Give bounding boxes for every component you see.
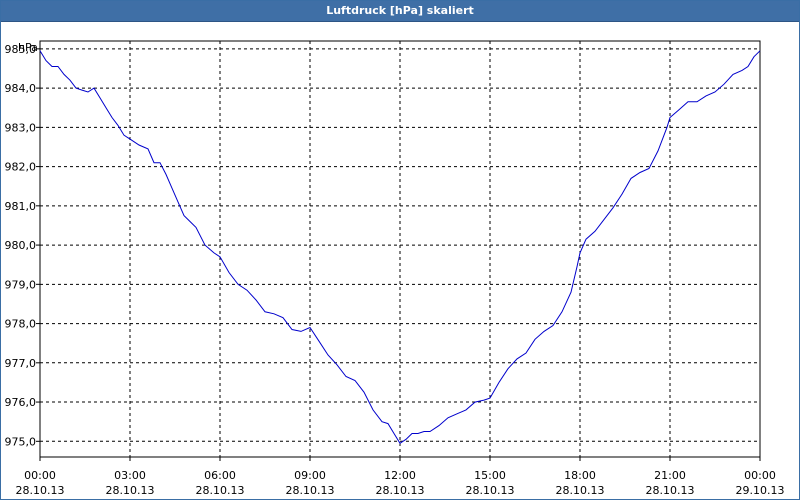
x-tick-time-label: 00:00: [744, 469, 776, 482]
window-title: Luftdruck [hPa] skaliert: [1, 1, 799, 22]
y-tick-label: 980,0: [5, 239, 37, 252]
y-tick-label: 983,0: [5, 121, 37, 134]
x-tick-date-label: 28.10.13: [106, 484, 155, 497]
x-tick-time-label: 09:00: [294, 469, 326, 482]
y-tick-label: 976,0: [5, 396, 37, 409]
x-tick-date-label: 28.10.13: [16, 484, 65, 497]
x-tick-time-label: 03:00: [114, 469, 146, 482]
grid-lines: [39, 41, 761, 457]
x-tick-date-label: 28.10.13: [646, 484, 695, 497]
x-tick-date-label: 29.10.13: [736, 484, 785, 497]
x-tick-time-label: 12:00: [384, 469, 416, 482]
x-tick-date-label: 28.10.13: [556, 484, 605, 497]
y-tick-label: 984,0: [5, 82, 37, 95]
x-tick-time-label: 18:00: [564, 469, 596, 482]
x-tick-date-label: 28.10.13: [196, 484, 245, 497]
x-tick-time-label: 06:00: [204, 469, 236, 482]
y-axis-label: hPa: [18, 41, 38, 54]
x-tick-time-label: 00:00: [24, 469, 56, 482]
y-tick-label: 982,0: [5, 161, 37, 174]
y-axis-ticks: 975,0 976,0 977,0 978,0 979,0 980,0 981,0 982,0…: [5, 43, 40, 448]
x-tick-time-label: 15:00: [474, 469, 506, 482]
series-line: [39, 50, 761, 445]
x-tick-date-label: 28.10.13: [376, 484, 425, 497]
y-tick-label: 979,0: [5, 278, 37, 291]
x-tick-time-label: 21:00: [654, 469, 686, 482]
y-tick-label: 977,0: [5, 357, 37, 370]
y-tick-label: 981,0: [5, 200, 37, 213]
x-tick-date-label: 28.10.13: [466, 484, 515, 497]
x-axis-ticks: 00:00 28.10.13 03:00 28.10.13 06:00 28.10.13 0…: [16, 457, 785, 497]
y-tick-label: 975,0: [5, 435, 37, 448]
x-tick-date-label: 28.10.13: [286, 484, 335, 497]
y-tick-label: 978,0: [5, 318, 37, 331]
y-tick-label: 985,0: [5, 43, 37, 56]
plot-area: [39, 40, 761, 458]
